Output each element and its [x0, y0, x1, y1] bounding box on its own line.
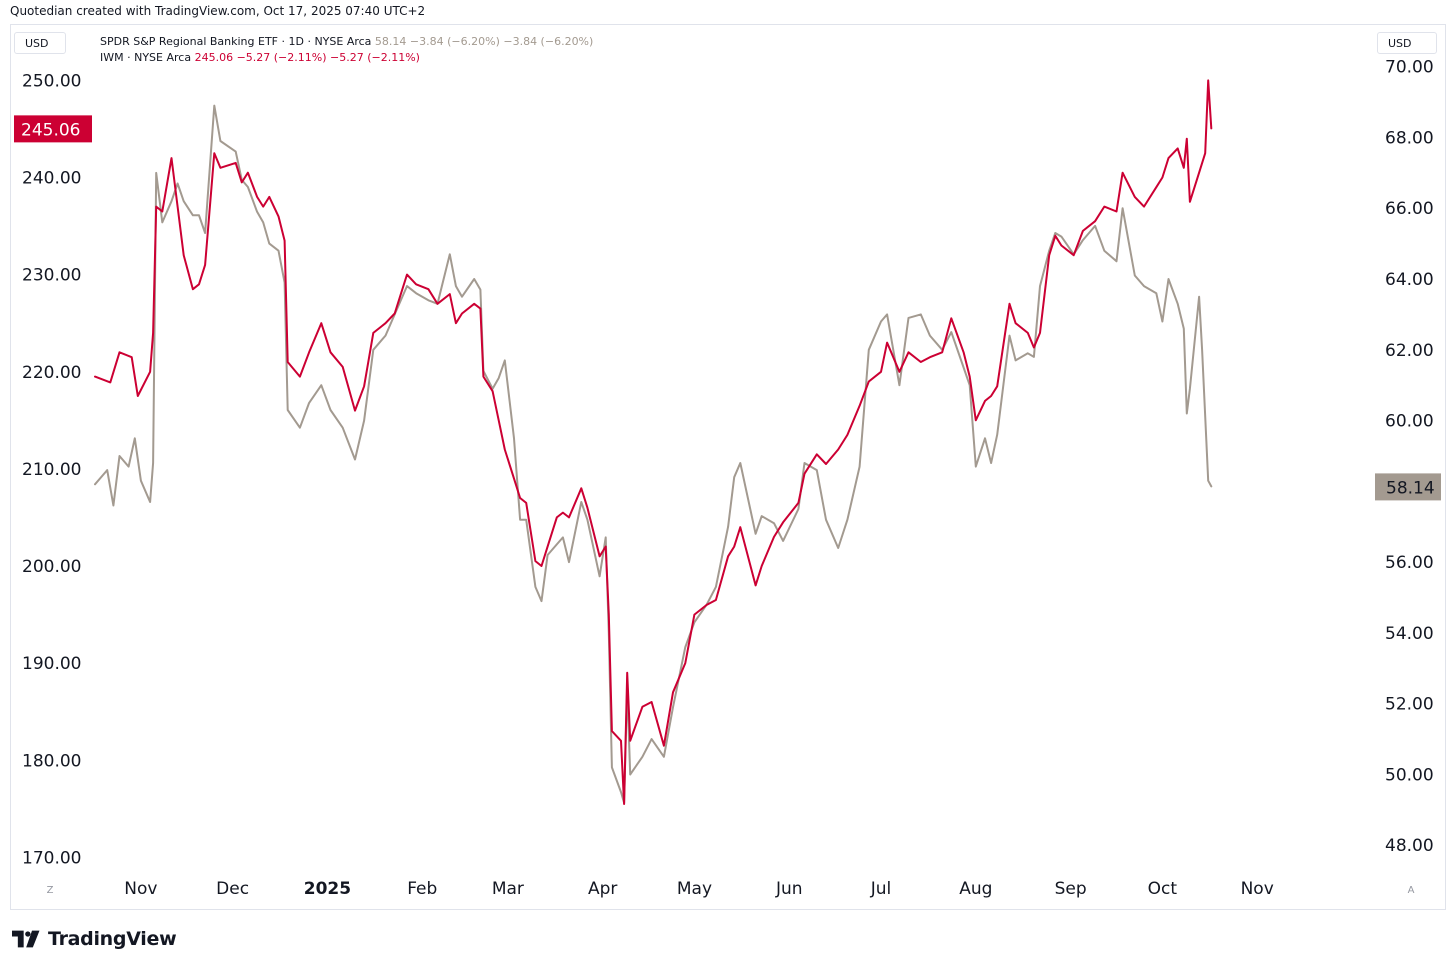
- x-tick-label-6: May: [677, 879, 712, 899]
- tradingview-logo[interactable]: TradingView: [12, 928, 177, 950]
- legend-kre-values: 58.14 −3.84 (−6.20%) −3.84 (−6.20%): [374, 35, 594, 48]
- right-axis-ticks: 70.0068.0066.0064.0062.0060.0058.0056.00…: [1385, 58, 1434, 857]
- left-tick-label-7: 180.00: [22, 751, 81, 771]
- right-tick-label-7: 56.00: [1385, 553, 1434, 573]
- x-tick-label-1: Dec: [216, 879, 249, 899]
- x-tick-label-11: Oct: [1148, 879, 1178, 899]
- left-tick-label-8: 170.00: [22, 848, 81, 868]
- tradingview-logo-icon: [12, 930, 40, 948]
- right-tick-label-4: 62.00: [1385, 341, 1434, 361]
- right-tick-label-3: 64.00: [1385, 270, 1434, 290]
- auto-scale-corner-label[interactable]: A: [1408, 885, 1415, 896]
- chart-frame: [10, 24, 1446, 910]
- right-tick-label-1: 68.00: [1385, 128, 1434, 148]
- legend-iwm-values: 245.06 −5.27 (−2.11%) −5.27 (−2.11%): [194, 51, 420, 64]
- x-tick-label-3: Feb: [407, 879, 437, 899]
- right-currency-button[interactable]: USD: [1377, 32, 1437, 54]
- x-tick-label-9: Aug: [959, 879, 992, 899]
- kre-last-value-tag: [1375, 473, 1441, 501]
- iwm-last-value-text: 245.06: [21, 120, 80, 140]
- left-tick-label-2: 230.00: [22, 266, 81, 286]
- x-tick-label-2: 2025: [304, 879, 351, 899]
- left-tick-label-6: 190.00: [22, 654, 81, 674]
- legend-iwm-name: IWM · NYSE Arca: [100, 51, 192, 64]
- last-value-tags: 245.06 58.14: [14, 115, 1441, 501]
- x-tick-label-4: Mar: [492, 879, 524, 899]
- x-tick-label-8: Jul: [870, 879, 892, 899]
- right-tick-label-2: 66.00: [1385, 199, 1434, 219]
- x-tick-label-10: Sep: [1055, 879, 1087, 899]
- series-line-kre[interactable]: [94, 104, 1213, 804]
- right-tick-label-0: 70.00: [1385, 58, 1434, 78]
- right-tick-label-11: 48.00: [1385, 836, 1434, 856]
- left-tick-label-1: 240.00: [22, 169, 81, 189]
- time-zone-corner-label[interactable]: Z: [47, 885, 54, 896]
- left-axis-ticks: 250.00 240.00 230.00 220.00 210.00 200.00 190.…: [22, 71, 81, 868]
- left-tick-label-4: 210.00: [22, 460, 81, 480]
- chart-attribution: Quotedian created with TradingView.com, …: [10, 4, 426, 18]
- left-tick-label-5: 200.00: [22, 557, 81, 577]
- tradingview-logo-text: TradingView: [48, 928, 177, 950]
- chart-legend: SPDR S&P Regional Banking ETF · 1D · NYS…: [100, 34, 593, 66]
- x-axis-ticks: Nov Dec 2025 Feb Mar Apr May Jun Jul Aug Sep Oct Nov: [124, 879, 1273, 899]
- legend-series-iwm[interactable]: IWM · NYSE Arca 245.06 −5.27 (−2.11%) −5…: [100, 50, 593, 66]
- x-tick-label-0: Nov: [124, 879, 157, 899]
- series-line-iwm[interactable]: [94, 79, 1213, 805]
- x-tick-label-5: Apr: [588, 879, 617, 899]
- right-tick-label-9: 52.00: [1385, 695, 1434, 715]
- left-tick-label-3: 220.00: [22, 363, 81, 383]
- right-tick-label-10: 50.00: [1385, 765, 1434, 785]
- left-tick-label-0: 250.00: [22, 71, 81, 91]
- iwm-last-value-tag: [14, 115, 92, 143]
- right-tick-label-5: 60.00: [1385, 412, 1434, 432]
- legend-kre-name: SPDR S&P Regional Banking ETF · 1D · NYS…: [100, 35, 372, 48]
- kre-last-value-text: 58.14: [1386, 478, 1435, 498]
- x-tick-label-7: Jun: [775, 879, 803, 899]
- right-tick-label-8: 54.00: [1385, 624, 1434, 644]
- legend-series-kre[interactable]: SPDR S&P Regional Banking ETF · 1D · NYS…: [100, 34, 593, 50]
- left-currency-button[interactable]: USD: [14, 32, 66, 54]
- series-lines: [94, 79, 1213, 805]
- x-tick-label-12: Nov: [1241, 879, 1274, 899]
